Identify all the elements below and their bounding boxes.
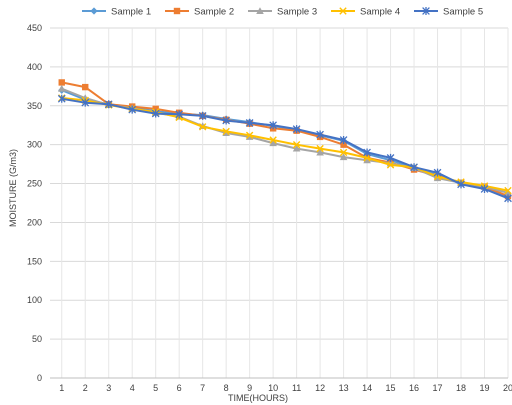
data-point bbox=[152, 105, 159, 113]
legend-label: Sample 4 bbox=[360, 7, 400, 18]
data-point bbox=[175, 110, 184, 119]
legend-item: Sample 3 bbox=[248, 7, 317, 18]
data-point bbox=[57, 84, 66, 92]
data-point bbox=[480, 185, 489, 193]
x-tick-label: 19 bbox=[480, 383, 490, 393]
series-sample-5 bbox=[57, 94, 512, 203]
x-tick-label: 13 bbox=[339, 383, 349, 393]
x-tick-label: 10 bbox=[268, 383, 278, 393]
data-point bbox=[316, 144, 324, 153]
data-point bbox=[316, 130, 324, 139]
y-tick-label: 50 bbox=[32, 334, 42, 344]
data-point bbox=[57, 94, 66, 103]
y-tick-label: 150 bbox=[27, 256, 42, 266]
y-axis: 0 50 100 150 200 250 300 350 400 450 bbox=[27, 23, 42, 383]
legend-item: Sample 2 bbox=[165, 7, 234, 18]
data-point bbox=[363, 154, 371, 162]
x-tick-label: 18 bbox=[456, 383, 466, 393]
data-point bbox=[422, 7, 430, 15]
data-point bbox=[339, 136, 348, 144]
y-axis-label: MOISTURE (G/m3) bbox=[8, 149, 18, 227]
data-point bbox=[363, 156, 371, 164]
y-tick-label: 400 bbox=[27, 62, 42, 72]
legend: Sample 1 Sample 2 Sample 3 Sample 4 Sample 5 bbox=[82, 7, 483, 18]
data-point bbox=[245, 131, 254, 140]
x-axis: 1 2 3 4 5 6 7 8 9 10 11 12 13 14 15 16 17 18 19 20 bbox=[59, 383, 512, 393]
data-point bbox=[504, 194, 512, 203]
data-point bbox=[256, 7, 264, 14]
data-point bbox=[363, 148, 371, 157]
data-point bbox=[269, 121, 277, 130]
x-tick-label: 1 bbox=[59, 383, 64, 393]
y-tick-label: 350 bbox=[27, 101, 42, 111]
y-tick-label: 450 bbox=[27, 23, 42, 33]
x-tick-label: 20 bbox=[503, 383, 512, 393]
legend-label: Sample 5 bbox=[443, 7, 483, 18]
x-tick-label: 9 bbox=[247, 383, 252, 393]
data-point bbox=[222, 116, 231, 125]
x-axis-label: TIME(HOURS) bbox=[228, 393, 288, 403]
data-point bbox=[198, 123, 207, 131]
data-point bbox=[292, 125, 301, 134]
data-point bbox=[292, 144, 301, 152]
series-group bbox=[57, 79, 512, 203]
series-sample-2 bbox=[58, 79, 512, 200]
data-point bbox=[292, 140, 301, 149]
data-point bbox=[58, 79, 65, 86]
data-point bbox=[457, 180, 465, 189]
data-point bbox=[340, 141, 347, 148]
x-tick-label: 14 bbox=[362, 383, 372, 393]
data-point bbox=[81, 98, 90, 107]
x-tick-label: 5 bbox=[153, 383, 158, 393]
data-point bbox=[222, 127, 230, 136]
data-point bbox=[386, 153, 395, 162]
x-tick-label: 7 bbox=[200, 383, 205, 393]
data-point bbox=[128, 105, 137, 114]
x-tick-label: 2 bbox=[83, 383, 88, 393]
data-point bbox=[90, 7, 98, 15]
x-tick-label: 4 bbox=[130, 383, 135, 393]
y-tick-label: 250 bbox=[27, 179, 42, 189]
data-point bbox=[504, 189, 512, 196]
x-tick-label: 16 bbox=[409, 383, 419, 393]
series-line bbox=[61, 97, 509, 200]
data-point bbox=[269, 139, 277, 147]
x-tick-label: 3 bbox=[106, 383, 111, 393]
legend-item: Sample 4 bbox=[331, 7, 400, 18]
legend-item: Sample 1 bbox=[82, 7, 151, 18]
x-tick-label: 12 bbox=[315, 383, 325, 393]
grid bbox=[50, 27, 509, 379]
x-tick-label: 11 bbox=[292, 383, 301, 393]
x-tick-label: 6 bbox=[177, 383, 182, 393]
data-point bbox=[104, 100, 113, 109]
data-point bbox=[316, 148, 324, 156]
y-tick-label: 300 bbox=[27, 140, 42, 150]
data-point bbox=[173, 7, 181, 15]
y-tick-label: 100 bbox=[27, 295, 42, 305]
x-tick-label: 17 bbox=[433, 383, 443, 393]
data-point bbox=[198, 111, 207, 120]
legend-label: Sample 2 bbox=[194, 7, 234, 18]
data-point bbox=[504, 186, 512, 195]
x-tick-label: 8 bbox=[224, 383, 229, 393]
data-point bbox=[386, 161, 395, 169]
data-point bbox=[410, 163, 418, 172]
data-point bbox=[82, 83, 89, 91]
data-point bbox=[245, 118, 254, 127]
data-point bbox=[151, 109, 160, 118]
data-point bbox=[339, 148, 348, 157]
y-tick-label: 200 bbox=[27, 217, 42, 227]
data-point bbox=[339, 7, 347, 15]
data-point bbox=[339, 153, 348, 161]
legend-item: Sample 5 bbox=[414, 7, 483, 18]
y-tick-label: 0 bbox=[37, 373, 42, 383]
series-sample-3 bbox=[57, 84, 512, 196]
legend-label: Sample 3 bbox=[277, 7, 317, 18]
data-point bbox=[433, 168, 442, 177]
data-point bbox=[269, 136, 277, 144]
legend-label: Sample 1 bbox=[111, 7, 151, 18]
x-tick-label: 15 bbox=[386, 383, 396, 393]
